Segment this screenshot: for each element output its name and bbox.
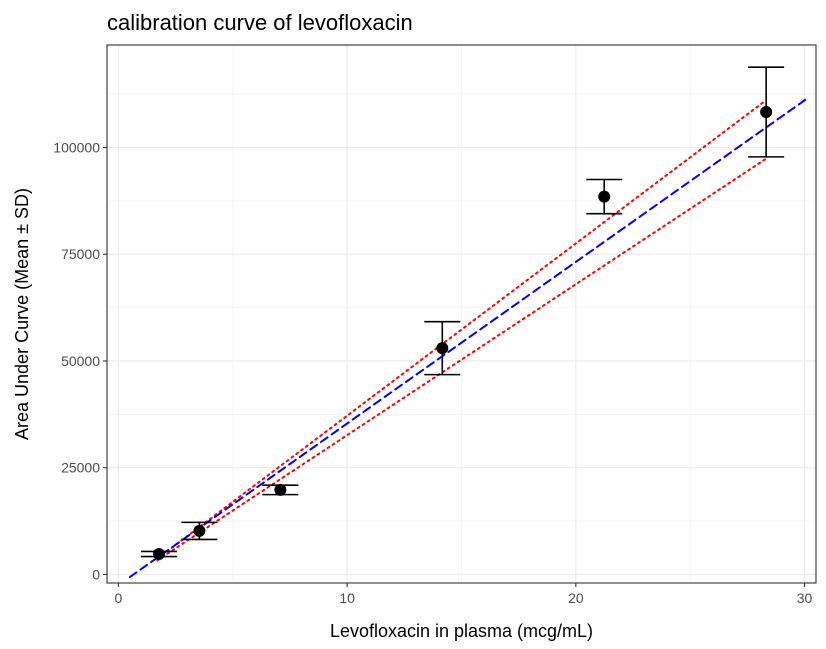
x-tick-label: 30	[797, 590, 813, 606]
y-axis-ticks: 0 25000 50000 75000 100000	[53, 139, 107, 582]
chart-title: calibration curve of levofloxacin	[107, 10, 413, 35]
x-tick-label: 20	[568, 590, 584, 606]
data-point	[598, 190, 611, 203]
data-point	[152, 547, 165, 560]
lower-confidence-line	[156, 158, 767, 562]
x-axis-ticks: 0 10 20 30	[115, 583, 813, 606]
data-point	[436, 342, 449, 355]
x-tick-label: 0	[115, 590, 123, 606]
grid-major	[107, 45, 816, 583]
regression-lines	[128, 96, 811, 579]
data-point	[760, 106, 773, 119]
y-tick-label: 75000	[61, 246, 100, 262]
y-axis-title: Area Under Curve (Mean ± SD)	[12, 188, 32, 440]
plot-border	[106, 44, 817, 584]
data-point	[274, 483, 287, 496]
y-tick-label: 0	[92, 566, 100, 582]
data-points	[152, 106, 773, 560]
y-tick-label: 25000	[61, 460, 100, 476]
data-point	[193, 524, 206, 537]
y-tick-label: 50000	[61, 353, 100, 369]
grid-minor	[107, 45, 816, 583]
upper-confidence-line	[156, 99, 767, 560]
x-axis-title: Levofloxacin in plasma (mcg/mL)	[330, 621, 593, 641]
y-tick-label: 100000	[53, 139, 100, 155]
x-tick-label: 10	[339, 590, 355, 606]
regression-fit-line	[128, 96, 811, 579]
